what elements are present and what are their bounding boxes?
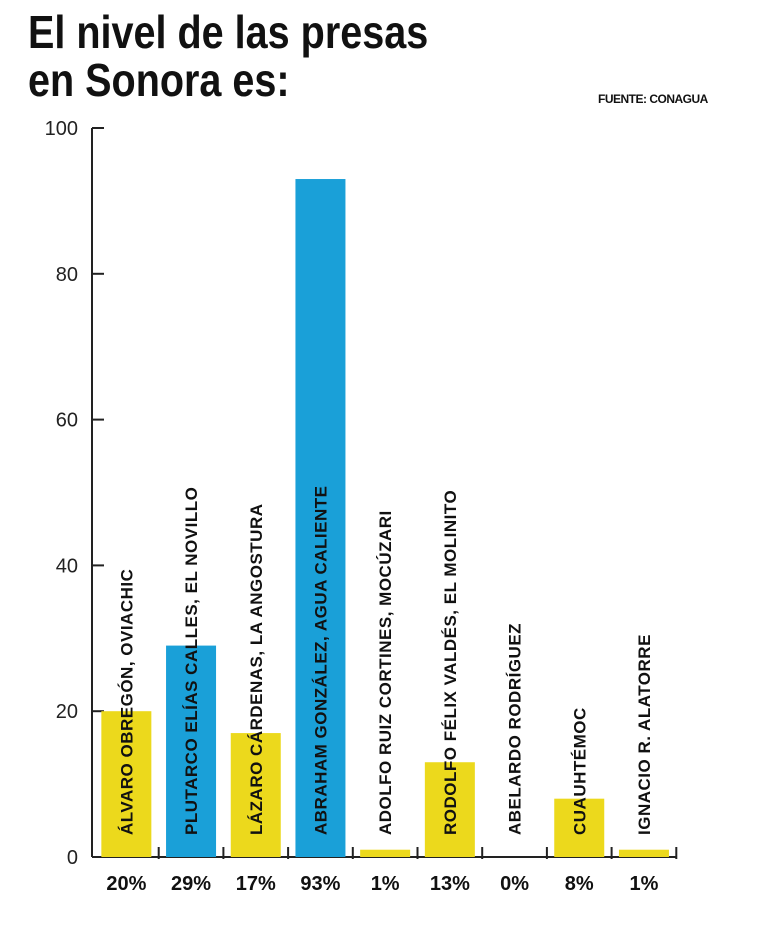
bar-value-label: 1% xyxy=(629,873,658,895)
bar-value-label: 93% xyxy=(300,873,340,895)
bar-name-label: ABRAHAM GONZÁLEZ, AGUA CALIENTE xyxy=(311,486,330,836)
y-tick-label: 0 xyxy=(67,847,78,869)
bar-name-label: IGNACIO R. ALATORRE xyxy=(635,634,654,835)
bar-name-label: PLUTARCO ELÍAS CALLES, EL NOVILLO xyxy=(182,487,201,835)
bar-value-label: 1% xyxy=(371,873,400,895)
bar-value-label: 0% xyxy=(500,873,529,895)
percent-labels: 20% 29% 17% 93% 1% 13% 0% 8% 1% xyxy=(106,873,658,895)
y-tick-label: 60 xyxy=(56,410,78,432)
bar xyxy=(554,798,605,857)
bar xyxy=(360,849,411,857)
chart-title: El nivel de las presas en Sonora es: xyxy=(28,8,428,104)
bar xyxy=(230,733,281,857)
bar-name-label: LÁZARO CÁRDENAS, LA ANGOSTURA xyxy=(247,503,266,835)
bars xyxy=(101,179,678,859)
bar xyxy=(166,645,217,857)
y-tick-label: 20 xyxy=(56,701,78,723)
bar-name-label: CUAUHTÉMOC xyxy=(570,707,589,835)
y-tick-label: 80 xyxy=(56,264,78,286)
bar-value-label: 17% xyxy=(236,873,276,895)
bar-value-label: 13% xyxy=(430,873,470,895)
bar xyxy=(295,179,346,857)
bar-names: ÁLVARO OBREGÓN, OVIACHIC PLUTARCO ELÍAS C… xyxy=(117,486,654,836)
bar-name-label: ABELARDO RODRÍGUEZ xyxy=(506,623,525,835)
chart-title-line-2: en Sonora es: xyxy=(28,54,290,106)
bar-value-label: 20% xyxy=(106,873,146,895)
bar-name-label: ADOLFO RUIZ CORTINES, MOCÚZARI xyxy=(376,510,395,835)
bar-name-label: RODOLFO FÉLIX VALDÉS, EL MOLINITO xyxy=(441,490,460,835)
bar-name-label: ÁLVARO OBREGÓN, OVIACHIC xyxy=(117,569,136,835)
bar-value-label: 8% xyxy=(565,873,594,895)
y-tick-label: 100 xyxy=(45,118,78,140)
bar xyxy=(424,762,475,857)
bar xyxy=(101,711,152,857)
bar-value-label: 29% xyxy=(171,873,211,895)
source-note: FUENTE: CONAGUA xyxy=(598,92,708,106)
chart-title-line-1: El nivel de las presas xyxy=(28,6,429,58)
y-tick-label: 40 xyxy=(56,555,78,577)
bar xyxy=(618,849,669,857)
